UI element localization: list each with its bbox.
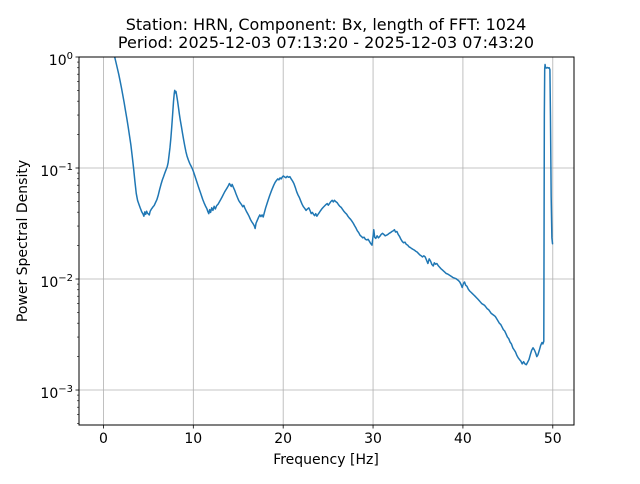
figure-title-line1: Station: HRN, Component: Bx, length of F… [126,15,527,34]
x-tick-label: 40 [454,431,472,447]
y-tick-label: 10−1 [40,162,73,180]
x-tick-label: 0 [99,431,108,447]
x-tick-label: 30 [364,431,382,447]
figure-title-line2: Period: 2025-12-03 07:13:20 - 2025-12-03… [118,33,534,52]
x-tick-label: 20 [274,431,292,447]
plot-border [78,56,575,426]
x-tick-label: 10 [184,431,202,447]
tick-label-layer: 0 10 20 30 40 50 100 10−1 10−2 10−3 [40,51,561,447]
x-tick-label: 50 [544,431,562,447]
y-tick-label: 100 [49,51,73,69]
x-axis-label: Frequency [Hz] [273,452,379,468]
psd-curve [113,57,554,366]
y-tick-label: 10−2 [40,273,73,291]
y-tick-label: 10−3 [40,384,73,402]
y-axis-label: Power Spectral Density [15,160,31,322]
